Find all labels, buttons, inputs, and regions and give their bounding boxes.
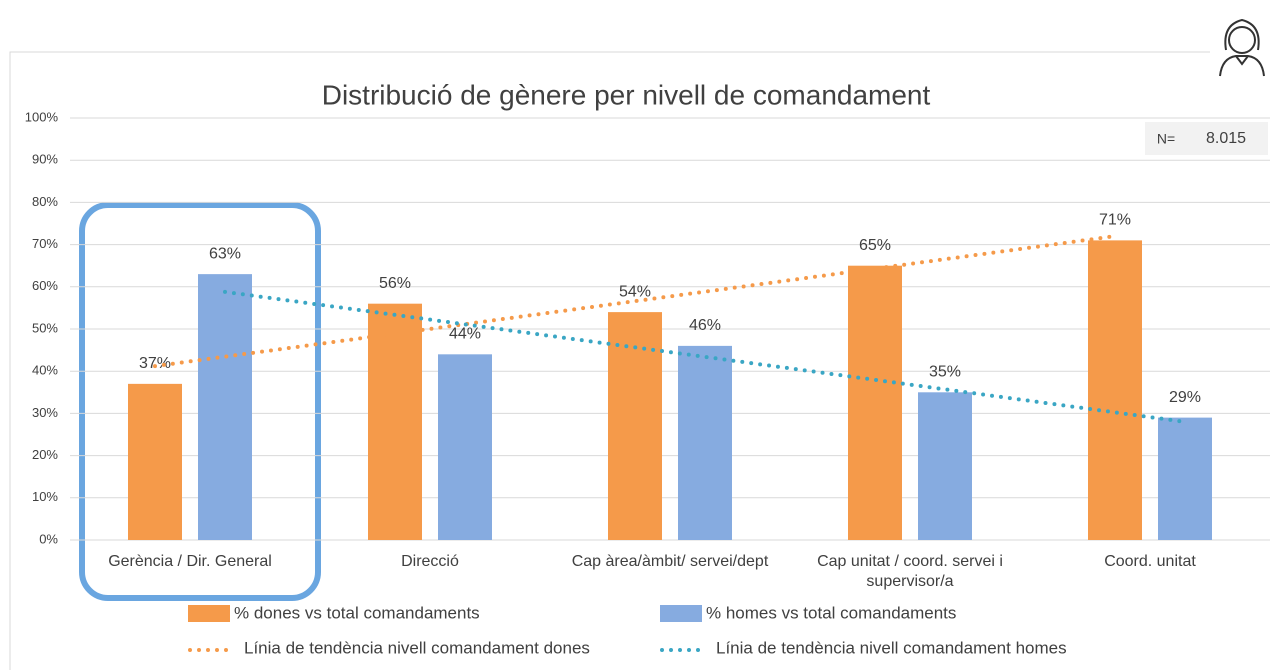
y-tick-label: 0% bbox=[39, 531, 58, 546]
data-label: 37% bbox=[139, 355, 171, 372]
n-label: N= bbox=[1157, 131, 1175, 147]
y-tick-label: 10% bbox=[32, 489, 58, 504]
bar bbox=[678, 345, 732, 540]
legend-swatch bbox=[660, 605, 702, 622]
y-tick-label: 100% bbox=[25, 109, 59, 124]
x-tick-label: Cap àrea/àmbit/ servei/dept bbox=[571, 553, 769, 570]
data-label: 71% bbox=[1099, 212, 1131, 229]
data-label: 56% bbox=[379, 275, 411, 292]
legend-label: % homes vs total comandaments bbox=[706, 603, 956, 622]
legend-label: % dones vs total comandaments bbox=[234, 603, 480, 622]
y-tick-label: 50% bbox=[32, 320, 58, 335]
data-label: 65% bbox=[859, 237, 891, 254]
bar bbox=[128, 383, 182, 540]
chart-title: Distribució de gènere per nivell de coma… bbox=[322, 79, 931, 110]
y-tick-label: 60% bbox=[32, 278, 58, 293]
bar bbox=[848, 265, 902, 540]
y-tick-label: 80% bbox=[32, 194, 58, 209]
trend-line bbox=[223, 289, 1187, 424]
x-tick-label: Direcció bbox=[401, 553, 459, 570]
x-tick-label: Gerència / Dir. General bbox=[108, 553, 272, 570]
data-label: 46% bbox=[689, 317, 721, 334]
legend-swatch bbox=[188, 605, 230, 622]
bar bbox=[438, 354, 492, 540]
highlight-box bbox=[79, 202, 321, 601]
data-label: 54% bbox=[619, 283, 651, 300]
y-tick-label: 20% bbox=[32, 447, 58, 462]
x-tick-label: Coord. unitat bbox=[1104, 553, 1196, 570]
y-tick-label: 70% bbox=[32, 236, 58, 251]
bar bbox=[368, 303, 422, 540]
bar bbox=[1158, 417, 1212, 540]
data-label: 29% bbox=[1169, 389, 1201, 406]
legend-label: Línia de tendència nivell comandament ho… bbox=[716, 638, 1067, 657]
n-value: 8.015 bbox=[1206, 130, 1246, 147]
bar bbox=[918, 392, 972, 540]
bar bbox=[1088, 240, 1142, 540]
data-label: 44% bbox=[449, 326, 481, 343]
n-box bbox=[1145, 122, 1268, 155]
legend-label: Línia de tendència nivell comandament do… bbox=[244, 638, 590, 657]
data-label: 63% bbox=[209, 245, 241, 262]
y-tick-label: 40% bbox=[32, 363, 58, 378]
y-tick-label: 30% bbox=[32, 405, 58, 420]
person-icon bbox=[1219, 18, 1265, 77]
bar bbox=[198, 274, 252, 540]
trend-line bbox=[153, 234, 1117, 369]
y-tick-label: 90% bbox=[32, 152, 58, 167]
data-label: 35% bbox=[929, 364, 961, 381]
frame bbox=[9, 51, 1210, 670]
x-tick-label: Cap unitat / coord. servei i supervisor/… bbox=[817, 553, 1003, 590]
